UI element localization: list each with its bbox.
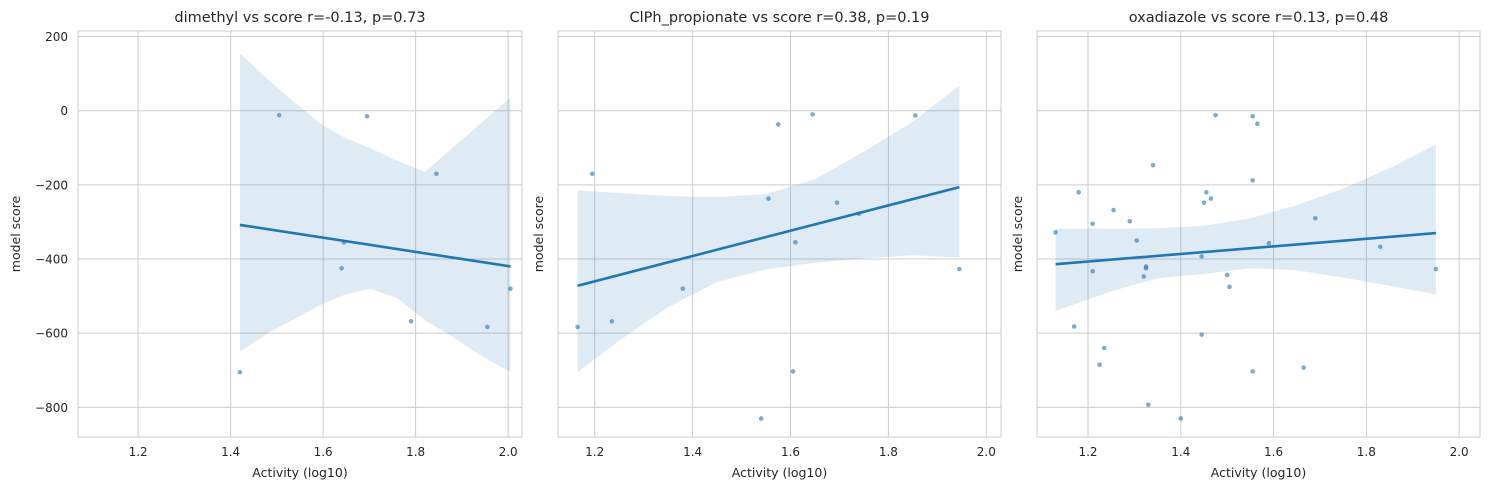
data-point	[1301, 365, 1307, 370]
data-point	[1213, 112, 1218, 118]
y-tick-label: −400	[35, 253, 68, 267]
y-tick-label: −800	[35, 401, 68, 415]
data-point	[1134, 238, 1140, 243]
data-point	[589, 171, 595, 177]
data-point	[1204, 189, 1209, 195]
data-point	[1071, 324, 1077, 329]
regression-line	[239, 223, 511, 268]
y-tick-label: −200	[35, 178, 68, 192]
data-point	[1208, 196, 1214, 201]
chart-panel-2: 1.2 1.4 1.6 1.8 2.0 ClPh_propionate vs score …	[531, 10, 1002, 480]
data-point	[766, 196, 771, 201]
data-point	[1097, 362, 1102, 367]
x-tick-label: 2.0	[1450, 445, 1469, 459]
data-point	[1090, 268, 1095, 274]
data-point	[1141, 274, 1146, 279]
data-point	[775, 122, 781, 127]
data-point	[1143, 265, 1149, 271]
y-axis-label: model score	[531, 195, 546, 272]
y-tick-label: 200	[45, 30, 68, 44]
x-tick-label: 1.4	[221, 445, 240, 459]
data-point	[1199, 332, 1204, 337]
y-tick-label: 0	[60, 104, 68, 118]
data-point	[339, 265, 344, 271]
plot-area	[1036, 30, 1481, 438]
data-point	[810, 112, 815, 117]
data-point	[1101, 345, 1107, 351]
data-point	[609, 319, 615, 324]
data-point	[1053, 230, 1058, 235]
x-tick-label: 1.2	[1078, 445, 1097, 459]
data-point	[1090, 221, 1095, 227]
data-point	[1150, 162, 1156, 168]
x-tick-label: 1.6	[314, 445, 333, 459]
confidence-band	[239, 53, 511, 373]
data-point	[364, 113, 370, 119]
x-tick-label: 1.4	[1171, 445, 1190, 459]
data-point	[1201, 200, 1207, 205]
data-point	[790, 369, 796, 374]
data-point	[913, 113, 918, 118]
data-point	[575, 324, 580, 330]
confidence-band	[1055, 144, 1436, 311]
data-point	[408, 319, 414, 324]
data-point	[1255, 121, 1260, 126]
regression-line	[577, 185, 960, 287]
data-point	[1146, 402, 1151, 408]
data-point	[341, 240, 347, 245]
data-point	[276, 112, 282, 118]
data-point	[1199, 254, 1204, 259]
data-point	[1250, 113, 1256, 119]
data-point	[237, 369, 243, 375]
data-point	[834, 200, 840, 205]
chart-title: ClPh_propionate vs score r=0.38, p=0.19	[629, 10, 929, 26]
data-point	[1377, 244, 1383, 250]
data-point	[1250, 369, 1256, 374]
data-point	[1433, 266, 1439, 272]
data-point	[758, 416, 764, 421]
x-axis-label: Activity (log10)	[732, 465, 827, 480]
x-tick-label: 1.6	[781, 445, 800, 459]
x-axis-label: Activity (log10)	[1211, 465, 1306, 480]
data-point	[1224, 272, 1230, 278]
x-tick-label: 2.0	[977, 445, 996, 459]
y-axis-label: model score	[8, 195, 23, 272]
chart-panel-3: 1.2 1.4 1.6 1.8 2.0 oxadiazole vs score r=0.1…	[1010, 10, 1481, 480]
chart-title: oxadiazole vs score r=0.13, p=0.48	[1129, 10, 1389, 26]
data-point	[680, 286, 686, 291]
x-tick-label: 1.4	[683, 445, 702, 459]
x-tick-label: 1.2	[129, 445, 148, 459]
data-point	[1250, 178, 1256, 183]
x-axis-label: Activity (log10)	[252, 465, 347, 480]
chart-panel-1: 1.2 1.4 1.6 1.8 2.0 200 0 −200 −400 −600 −800 dimet…	[8, 10, 523, 480]
data-point	[793, 240, 798, 245]
x-tick-label: 1.8	[1357, 445, 1376, 459]
y-axis-label: model score	[1010, 195, 1025, 272]
data-point	[1127, 218, 1133, 224]
data-point	[1313, 215, 1318, 221]
confidence-band	[577, 85, 960, 373]
chart-title: dimethyl vs score r=-0.13, p=0.73	[174, 10, 425, 26]
x-tick-label: 1.2	[585, 445, 604, 459]
data-point	[508, 286, 513, 291]
x-tick-label: 1.8	[879, 445, 898, 459]
y-tick-label: −600	[35, 327, 68, 341]
data-point	[957, 266, 962, 272]
data-point	[1227, 284, 1232, 290]
regression-line	[1055, 231, 1437, 266]
x-tick-label: 1.6	[1264, 445, 1283, 459]
data-point	[485, 324, 490, 330]
x-tick-label: 2.0	[499, 445, 518, 459]
data-point	[1111, 207, 1116, 213]
data-point	[434, 171, 439, 177]
data-point	[856, 211, 862, 217]
data-point	[1178, 416, 1184, 421]
data-point	[1076, 189, 1082, 195]
data-point	[1266, 240, 1272, 246]
x-tick-label: 1.8	[406, 445, 425, 459]
